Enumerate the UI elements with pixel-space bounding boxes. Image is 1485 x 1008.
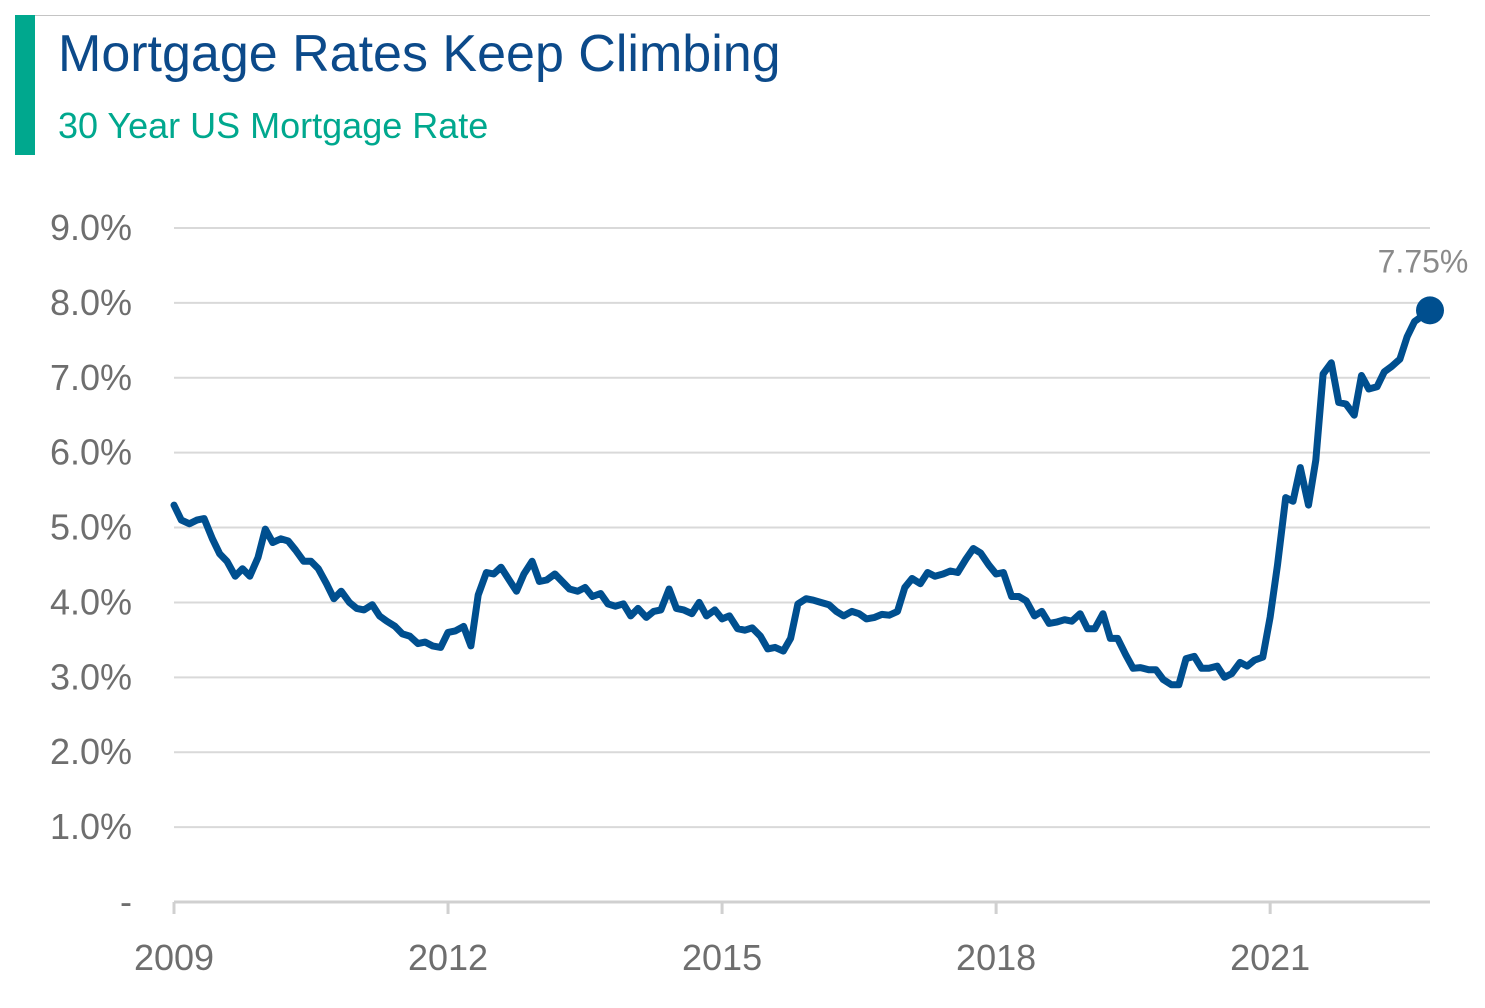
x-tick-label: 2009 <box>134 937 214 978</box>
x-tick-label: 2021 <box>1230 937 1310 978</box>
y-tick-label: 1.0% <box>50 806 132 847</box>
accent-bar <box>15 15 35 155</box>
y-tick-label: 5.0% <box>50 507 132 548</box>
mortgage-rate-line <box>170 306 1434 689</box>
y-gridlines <box>174 227 1430 829</box>
y-tick-label: 2.0% <box>50 731 132 772</box>
chart-title: Mortgage Rates Keep Climbing <box>58 25 781 83</box>
y-tick-label: - <box>120 881 132 922</box>
y-tick-labels: - 1.0% 2.0% 3.0% 4.0% 5.0% 6.0% 7.0% 8.0% 9.0% <box>50 207 132 922</box>
series-line-layer <box>170 306 1434 689</box>
top-divider <box>15 15 1430 16</box>
y-tick-label: 6.0% <box>50 432 132 473</box>
y-tick-label: 4.0% <box>50 581 132 622</box>
y-tick-label: 7.0% <box>50 357 132 398</box>
y-tick-label: 8.0% <box>50 282 132 323</box>
end-value-label: 7.75% <box>1378 243 1469 279</box>
end-point-layer: 7.75% <box>1378 243 1469 325</box>
x-tick-label: 2012 <box>408 937 488 978</box>
y-tick-label: 3.0% <box>50 656 132 697</box>
y-tick-label: 9.0% <box>50 207 132 248</box>
x-tick-labels: 2009 2012 2015 2018 2021 <box>134 937 1310 978</box>
chart-subtitle: 30 Year US Mortgage Rate <box>58 105 489 146</box>
x-tick-label: 2018 <box>956 937 1036 978</box>
x-tick-label: 2015 <box>682 937 762 978</box>
x-axis <box>172 900 1430 914</box>
end-point-marker <box>1416 296 1444 325</box>
